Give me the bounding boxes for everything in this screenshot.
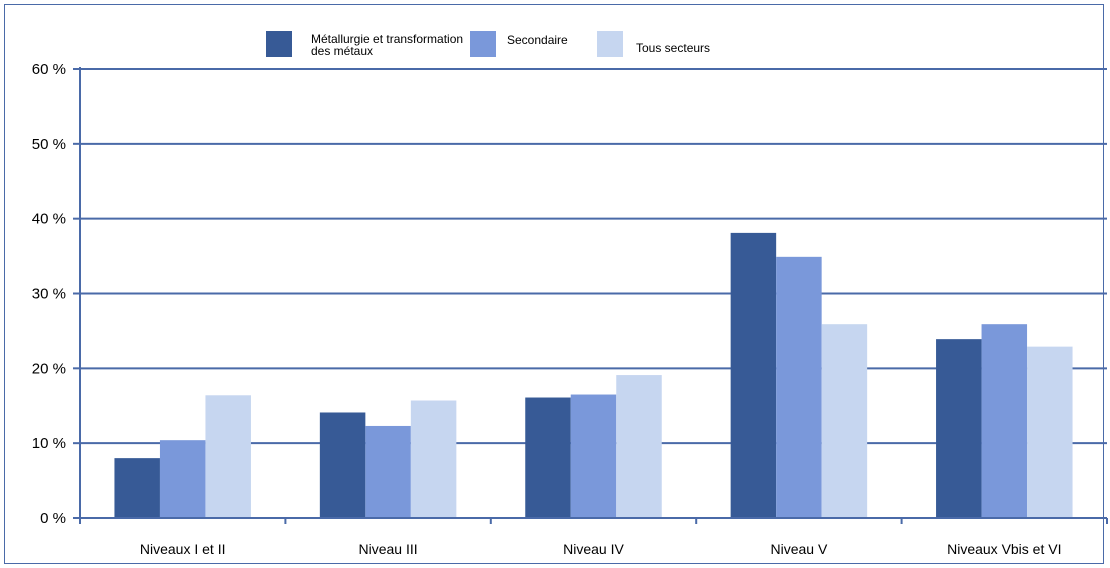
bar-s2-c3: [821, 324, 868, 518]
x-axis-ticks: [79, 518, 1108, 524]
bar-s0-c0: [114, 458, 160, 518]
bar-s2-c2: [616, 375, 662, 518]
bar-s2-c1: [410, 400, 457, 518]
x-tick-label-4: Niveaux Vbis et VI: [947, 541, 1061, 557]
y-tick-label-10: 10 %: [32, 435, 66, 452]
bar-s2-c4: [1027, 346, 1073, 518]
bar-s0-c2: [525, 397, 571, 518]
y-tick-label-20: 20 %: [32, 360, 66, 377]
legend-label-metallurgie-line1: Métallurgie et transformation: [311, 32, 463, 46]
gridlines: [80, 68, 1107, 445]
legend-swatch-secondaire: [470, 31, 496, 57]
bar-s1-c4: [981, 324, 1028, 518]
legend: Métallurgie et transformation des métaux…: [266, 31, 710, 58]
bar-s1-c1: [365, 425, 411, 518]
bars: [114, 232, 1073, 518]
x-tick-label-0: Niveaux I et II: [140, 541, 226, 557]
y-tick-label-30: 30 %: [32, 286, 66, 303]
bar-s0-c1: [319, 412, 366, 518]
legend-label-metallurgie-line2: des métaux: [311, 44, 373, 58]
bar-s1-c3: [776, 256, 822, 518]
x-tick-label-1: Niveau III: [359, 541, 418, 557]
y-tick-labels: 0 % 10 % 20 % 30 % 40 % 50 % 60 %: [32, 61, 80, 527]
bar-s2-c0: [205, 395, 251, 518]
legend-swatch-tous-secteurs: [597, 31, 623, 57]
bar-s0-c3: [730, 232, 777, 518]
bar-s1-c0: [159, 440, 206, 518]
legend-label-secondaire: Secondaire: [507, 33, 568, 47]
legend-swatch-metallurgie: [266, 31, 292, 57]
bar-s1-c2: [570, 394, 617, 518]
legend-label-tous-secteurs: Tous secteurs: [636, 41, 710, 55]
x-tick-label-3: Niveau V: [770, 541, 827, 557]
bar-s0-c4: [936, 339, 982, 518]
y-tick-label-0: 0 %: [40, 510, 66, 527]
y-tick-label-50: 50 %: [32, 136, 66, 153]
x-tick-label-2: Niveau IV: [563, 541, 624, 557]
x-tick-labels: Niveaux I et II Niveau III Niveau IV Niveau…: [140, 541, 1062, 557]
y-tick-label-40: 40 %: [32, 211, 66, 228]
y-tick-label-60: 60 %: [32, 61, 66, 78]
